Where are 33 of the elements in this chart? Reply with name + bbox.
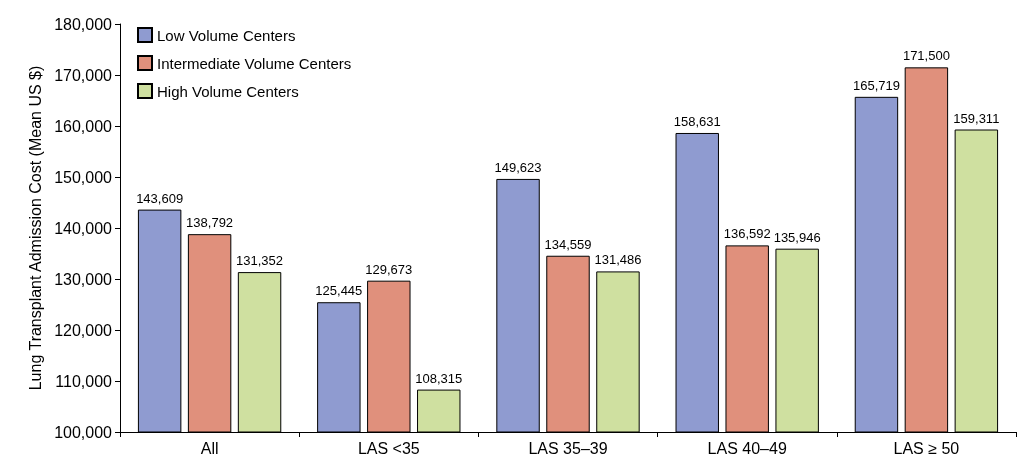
data-label: 125,445 <box>315 283 363 299</box>
y-tick-label: 110,000 <box>55 372 113 390</box>
data-label: 135,946 <box>773 229 821 245</box>
y-tick-label: 140,000 <box>54 219 113 237</box>
data-label: 134,559 <box>544 236 592 252</box>
y-tick-label: 100,000 <box>54 423 113 441</box>
data-label: 136,592 <box>723 226 771 242</box>
data-label: 149,623 <box>494 159 542 175</box>
data-label: 129,673 <box>365 261 413 277</box>
x-tick-label: LAS 40–49 <box>707 439 787 457</box>
data-label: 138,792 <box>186 215 234 231</box>
y-tick-label: 170,000 <box>54 66 113 84</box>
data-label: 131,352 <box>236 253 284 269</box>
data-label: 158,631 <box>673 113 721 129</box>
x-tick-label: LAS <35 <box>357 439 420 457</box>
y-tick-label: 160,000 <box>54 117 113 135</box>
data-label: 131,486 <box>594 252 642 268</box>
legend-label: High Volume Centers <box>157 82 299 100</box>
data-label: 159,311 <box>953 110 1000 126</box>
data-label: 165,719 <box>852 77 900 93</box>
data-label: 143,609 <box>136 190 184 206</box>
y-tick-label: 120,000 <box>54 321 113 339</box>
y-tick-label: 180,000 <box>54 15 113 33</box>
legend-label: Low Volume Centers <box>157 26 296 44</box>
x-tick-label: All <box>200 439 219 457</box>
y-axis-title: Lung Transplant Admission Cost (Mean US $) <box>26 65 44 391</box>
y-tick-label: 130,000 <box>54 270 113 288</box>
y-tick-label: 150,000 <box>54 168 113 186</box>
data-label: 171,500 <box>902 48 950 64</box>
x-tick-label: LAS 35–39 <box>528 439 608 457</box>
data-label: 108,315 <box>415 370 463 386</box>
x-tick-label: LAS ≥ 50 <box>893 439 960 457</box>
legend-label: Intermediate Volume Centers <box>157 54 352 72</box>
